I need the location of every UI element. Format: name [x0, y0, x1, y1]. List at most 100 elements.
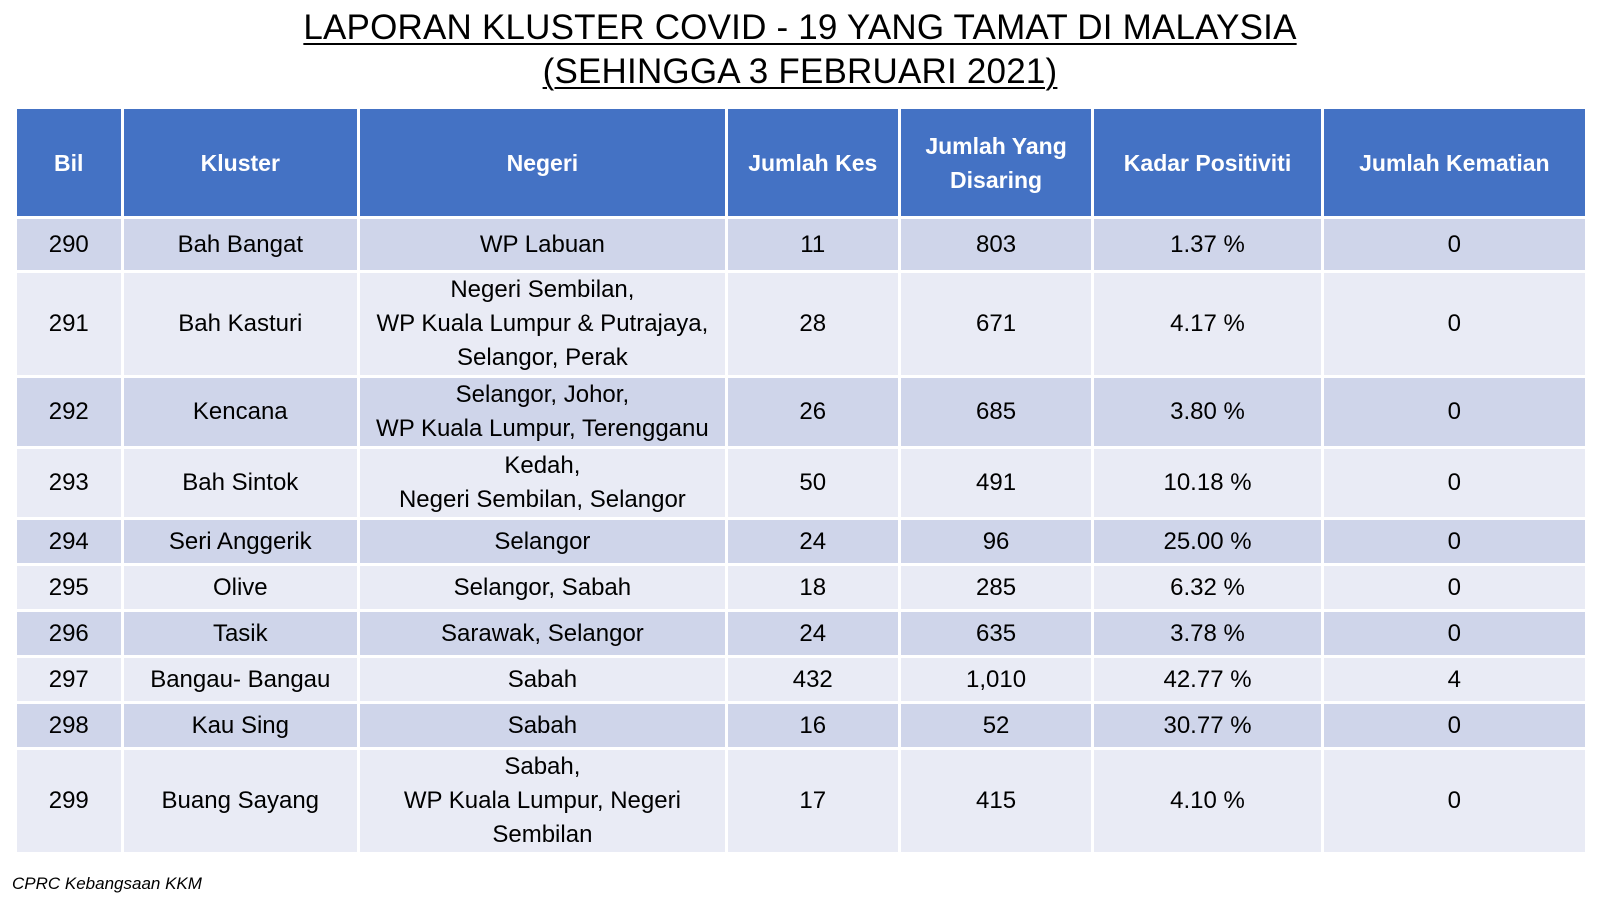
cell-kluster: Bangau- Bangau — [120, 655, 361, 704]
source-footnote: CPRC Kebangsaan KKM — [12, 874, 202, 893]
cell-negeri: Sabah — [357, 701, 728, 750]
cell-kadar-positiviti: 3.80 % — [1091, 375, 1324, 449]
table-row: 295 Olive Selangor, Sabah 18 285 6.32 % 0 — [14, 563, 1589, 612]
report-title: LAPORAN KLUSTER COVID - 19 YANG TAMAT DI… — [0, 6, 1600, 94]
cell-bil: 296 — [14, 609, 124, 658]
cell-negeri: Sabah, WP Kuala Lumpur, Negeri Sembilan — [357, 747, 728, 855]
cell-bil: 291 — [14, 270, 124, 378]
negeri-line: Selangor — [494, 527, 591, 555]
cell-jumlah-disaring: 1,010 — [897, 655, 1095, 704]
cell-jumlah-kematian: 0 — [1320, 216, 1589, 273]
cell-jumlah-disaring: 415 — [897, 747, 1095, 855]
header-kluster: Kluster — [120, 106, 361, 219]
header-jumlah-kes: Jumlah Kes — [724, 106, 901, 219]
table-row: 299 Buang Sayang Sabah, WP Kuala Lumpur, Ne… — [14, 747, 1589, 855]
negeri-line: Sembilan — [492, 821, 593, 848]
title-line-2: (SEHINGGA 3 FEBRUARI 2021) — [542, 52, 1058, 91]
negeri-line: Sabah — [507, 665, 578, 693]
cell-negeri: Selangor, Sabah — [357, 563, 728, 612]
cell-kluster: Seri Anggerik — [120, 517, 361, 566]
cell-jumlah-kes: 24 — [724, 609, 901, 658]
table-row: 296 Tasik Sarawak, Selangor 24 635 3.78 % 0 — [14, 609, 1589, 658]
cell-kluster: Buang Sayang — [120, 747, 361, 855]
cell-jumlah-kes: 17 — [724, 747, 901, 855]
cell-jumlah-kes: 11 — [724, 216, 901, 273]
header-bil: Bil — [14, 106, 124, 219]
cell-kadar-positiviti: 1.37 % — [1091, 216, 1324, 273]
negeri-line: Sabah — [507, 711, 578, 739]
table-header-row: Bil Kluster Negeri Jumlah Kes Jumlah Yan… — [14, 106, 1589, 219]
cell-jumlah-kematian: 0 — [1320, 446, 1589, 520]
cell-jumlah-kes: 26 — [724, 375, 901, 449]
cell-bil: 299 — [14, 747, 124, 855]
header-jumlah-disaring-line-2: Disaring — [950, 166, 1043, 193]
cell-jumlah-disaring: 52 — [897, 701, 1095, 750]
table-body: 290 Bah Bangat WP Labuan 11 803 1.37 % 0 291 Bah… — [14, 216, 1589, 855]
table-row: 291 Bah Kasturi Negeri Sembilan, WP Kuala L… — [14, 270, 1589, 378]
header-kadar-positiviti: Kadar Positiviti — [1091, 106, 1324, 219]
cell-negeri: Selangor — [357, 517, 728, 566]
cell-jumlah-disaring: 685 — [897, 375, 1095, 449]
table-row: 290 Bah Bangat WP Labuan 11 803 1.37 % 0 — [14, 216, 1589, 273]
cell-kadar-positiviti: 42.77 % — [1091, 655, 1324, 704]
negeri-line: Selangor, Perak — [457, 344, 628, 371]
negeri-line: WP Kuala Lumpur, Negeri — [403, 787, 681, 814]
cell-kadar-positiviti: 30.77 % — [1091, 701, 1324, 750]
table-row: 293 Bah Sintok Kedah, Negeri Sembilan, Sela… — [14, 446, 1589, 520]
negeri-line: Negeri Sembilan, — [450, 276, 635, 303]
cell-jumlah-kematian: 0 — [1320, 747, 1589, 855]
cell-jumlah-kematian: 0 — [1320, 517, 1589, 566]
negeri-line: WP Kuala Lumpur & Putrajaya, — [376, 310, 709, 337]
cell-jumlah-kes: 432 — [724, 655, 901, 704]
cell-jumlah-kes: 16 — [724, 701, 901, 750]
cell-jumlah-disaring: 285 — [897, 563, 1095, 612]
negeri-line: Kedah, — [504, 452, 581, 479]
negeri-line: Negeri Sembilan, Selangor — [398, 486, 686, 513]
cell-negeri: Sabah — [357, 655, 728, 704]
table-row: 298 Kau Sing Sabah 16 52 30.77 % 0 — [14, 701, 1589, 750]
negeri-line: WP Labuan — [479, 230, 605, 258]
table-row: 297 Bangau- Bangau Sabah 432 1,010 42.77 % 4 — [14, 655, 1589, 704]
cell-kluster: Kau Sing — [120, 701, 361, 750]
header-jumlah-disaring-line-1: Jumlah Yang — [925, 132, 1067, 159]
negeri-line: Sarawak, Selangor — [441, 619, 644, 647]
cell-jumlah-disaring: 491 — [897, 446, 1095, 520]
cell-jumlah-disaring: 96 — [897, 517, 1095, 566]
negeri-line: WP Kuala Lumpur, Terengganu — [376, 415, 709, 442]
cell-jumlah-disaring: 803 — [897, 216, 1095, 273]
cell-jumlah-kes: 28 — [724, 270, 901, 378]
negeri-line: Sabah, — [504, 753, 581, 780]
cell-jumlah-kes: 50 — [724, 446, 901, 520]
header-jumlah-kematian: Jumlah Kematian — [1320, 106, 1589, 219]
cell-jumlah-kematian: 0 — [1320, 609, 1589, 658]
cell-kadar-positiviti: 6.32 % — [1091, 563, 1324, 612]
cell-bil: 295 — [14, 563, 124, 612]
cell-kadar-positiviti: 4.10 % — [1091, 747, 1324, 855]
cell-kluster: Bah Sintok — [120, 446, 361, 520]
cell-negeri: Selangor, Johor, WP Kuala Lumpur, Terengg… — [357, 375, 728, 449]
negeri-line: Selangor, Sabah — [453, 573, 632, 601]
cell-jumlah-kematian: 0 — [1320, 563, 1589, 612]
cell-negeri: Kedah, Negeri Sembilan, Selangor — [357, 446, 728, 520]
cell-jumlah-disaring: 671 — [897, 270, 1095, 378]
cell-jumlah-kematian: 4 — [1320, 655, 1589, 704]
cell-negeri: WP Labuan — [357, 216, 728, 273]
cell-bil: 298 — [14, 701, 124, 750]
cell-kluster: Kencana — [120, 375, 361, 449]
title-line-1: LAPORAN KLUSTER COVID - 19 YANG TAMAT DI… — [303, 8, 1297, 47]
cell-jumlah-kematian: 0 — [1320, 701, 1589, 750]
cell-kadar-positiviti: 10.18 % — [1091, 446, 1324, 520]
cell-bil: 293 — [14, 446, 124, 520]
cell-jumlah-kes: 24 — [724, 517, 901, 566]
cell-bil: 294 — [14, 517, 124, 566]
cell-kadar-positiviti: 3.78 % — [1091, 609, 1324, 658]
cell-jumlah-kematian: 0 — [1320, 270, 1589, 378]
header-negeri: Negeri — [357, 106, 728, 219]
cluster-table: Bil Kluster Negeri Jumlah Kes Jumlah Yan… — [14, 106, 1589, 855]
table-row: 292 Kencana Selangor, Johor, WP Kuala Lumpu… — [14, 375, 1589, 449]
table-row: 294 Seri Anggerik Selangor 24 96 25.00 % 0 — [14, 517, 1589, 566]
cell-bil: 297 — [14, 655, 124, 704]
cell-jumlah-kematian: 0 — [1320, 375, 1589, 449]
cell-kluster: Olive — [120, 563, 361, 612]
cell-jumlah-disaring: 635 — [897, 609, 1095, 658]
